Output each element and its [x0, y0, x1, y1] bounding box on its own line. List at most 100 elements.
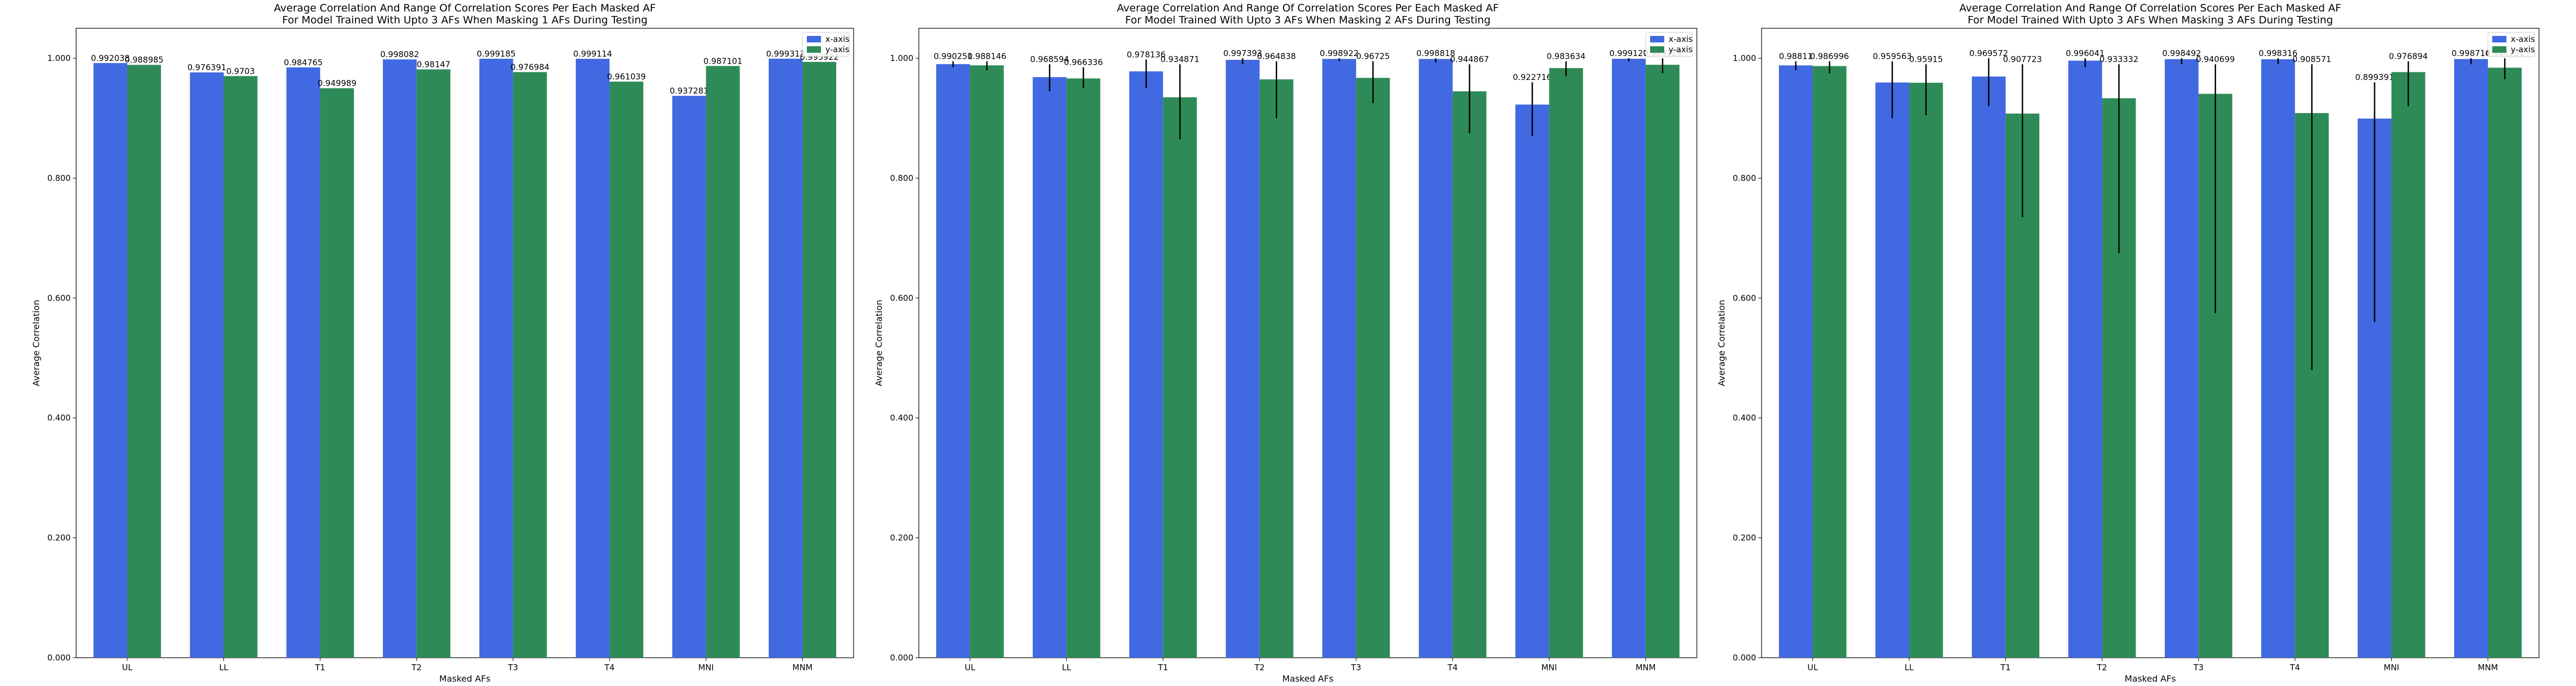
data-label: 0.937281: [670, 86, 709, 96]
chart-title-line-1: Average Correlation And Range Of Correla…: [1117, 2, 1498, 14]
data-label: 0.983634: [1547, 52, 1586, 61]
data-label: 0.899391: [2355, 72, 2394, 82]
x-tick-label: T4: [1447, 663, 1458, 672]
data-label: 0.907723: [2003, 54, 2042, 64]
x-axis-label: Masked AFs: [2125, 673, 2176, 684]
bar-x-axis-T2: [2068, 60, 2102, 658]
data-label: 0.98811: [1779, 52, 1813, 61]
data-label: 0.944867: [1450, 54, 1489, 64]
bar-x-axis-T4: [2261, 59, 2295, 658]
bar-y-axis-UL: [127, 65, 161, 658]
data-label: 0.964838: [1257, 52, 1296, 61]
legend-swatch-x-axis: [2492, 36, 2506, 42]
data-label: 0.934871: [1160, 54, 1199, 64]
data-label: 0.988146: [967, 52, 1006, 61]
bar-x-axis-LL: [1875, 82, 1909, 658]
bar-x-axis-MNI: [672, 96, 706, 658]
bar-x-axis-T1: [1129, 71, 1163, 658]
bar-x-axis-T3: [2164, 59, 2199, 658]
bar-x-axis-MNM: [2454, 59, 2488, 658]
bar-x-axis-UL: [936, 64, 970, 658]
bar-x-axis-UL: [93, 63, 128, 658]
bar-y-axis-MNI: [2391, 72, 2425, 658]
plot-frame: [76, 28, 854, 658]
data-label: 0.968594: [1030, 54, 1069, 64]
y-tick-label: 0.000: [890, 653, 913, 663]
x-tick-label: T3: [2193, 663, 2204, 672]
data-label: 0.940699: [2196, 54, 2235, 64]
plot-frame: [1761, 28, 2540, 658]
x-tick-label: T1: [2000, 663, 2011, 672]
data-label: 0.999127: [1609, 48, 1648, 58]
x-tick-label: MNM: [2478, 663, 2498, 672]
data-label: 0.908571: [2292, 54, 2331, 64]
bar-x-axis-T4: [1418, 59, 1453, 658]
data-label: 0.976984: [511, 62, 550, 72]
legend-label-x-axis: x-axis: [1669, 34, 1693, 44]
y-tick-label: 0.400: [890, 413, 913, 423]
bar-y-axis-MNM: [2487, 67, 2522, 658]
data-label: 0.997393: [1223, 48, 1262, 58]
bar-x-axis-T1: [1971, 76, 2006, 658]
data-label: 0.922716: [1513, 72, 1552, 82]
data-label: 0.96725: [1356, 52, 1390, 61]
bar-y-axis-T1: [1163, 97, 1197, 658]
y-tick-label: 0.600: [890, 293, 913, 303]
data-label: 0.999185: [477, 49, 516, 59]
chart-panel-3: 0.98811 0.959563 0.969572 0.996041 0.998492 0…: [1716, 2, 2540, 684]
legend-label-x-axis: x-axis: [2511, 34, 2535, 44]
bar-y-axis-UL: [970, 65, 1004, 658]
y-tick-label: 0.800: [47, 173, 71, 183]
x-tick-label: T4: [604, 663, 615, 672]
bar-x-axis-LL: [1032, 77, 1067, 658]
data-label: 0.984765: [284, 58, 323, 67]
bar-y-axis-T3: [513, 72, 547, 658]
legend-label-y-axis: y-axis: [2511, 45, 2535, 54]
y-tick-label: 0.200: [890, 533, 913, 543]
bar-y-axis-MNM: [802, 61, 837, 658]
x-axis-label: Masked AFs: [439, 673, 490, 684]
bar-y-axis-T2: [416, 69, 451, 658]
data-label: 0.987101: [704, 56, 743, 66]
x-tick-label: T3: [1351, 663, 1361, 672]
data-label: 0.999313: [766, 49, 805, 59]
x-tick-label: LL: [219, 663, 228, 672]
data-label: 0.9703: [226, 66, 255, 76]
bar-x-axis-MNM: [1611, 59, 1646, 658]
bar-y-axis-T4: [609, 82, 644, 658]
bar-x-axis-T2: [1225, 59, 1260, 658]
y-tick-label: 0.600: [1733, 293, 1756, 303]
y-tick-label: 0.400: [1733, 413, 1756, 423]
plot-frame: [918, 28, 1697, 658]
data-label: 0.998818: [1416, 48, 1455, 58]
x-tick-label: T4: [2289, 663, 2300, 672]
chart-title-line-2: For Model Trained With Upto 3 AFs When M…: [1125, 14, 1490, 26]
data-label: 0.976894: [2389, 52, 2428, 61]
chart-title-line-1: Average Correlation And Range Of Correla…: [1959, 2, 2341, 14]
y-tick-label: 0.200: [1733, 533, 1756, 543]
bar-x-axis-T4: [576, 59, 610, 658]
data-label: 0.998714: [2451, 48, 2491, 58]
legend-label-x-axis: x-axis: [825, 34, 850, 44]
data-label: 0.988985: [125, 55, 164, 65]
bar-x-axis-T3: [1322, 59, 1357, 658]
bar-x-axis-T1: [286, 67, 320, 658]
legend-swatch-y-axis: [1650, 46, 1664, 53]
y-axis-label: Average Correlation: [31, 300, 41, 386]
data-label: 0.990251: [934, 52, 973, 61]
y-axis-label: Average Correlation: [1716, 300, 1727, 386]
x-tick-label: MNI: [2384, 663, 2399, 672]
data-label: 0.998082: [380, 50, 419, 59]
data-label: 0.998316: [2258, 48, 2298, 58]
data-label: 0.969572: [1969, 48, 2008, 58]
y-tick-label: 1.000: [1733, 53, 1756, 63]
legend-swatch-y-axis: [2492, 46, 2506, 53]
legend-swatch-y-axis: [807, 46, 821, 53]
data-label: 0.959563: [1873, 52, 1912, 61]
x-tick-label: MNM: [792, 663, 812, 672]
y-tick-label: 0.600: [47, 293, 71, 303]
y-tick-label: 1.000: [47, 53, 71, 63]
